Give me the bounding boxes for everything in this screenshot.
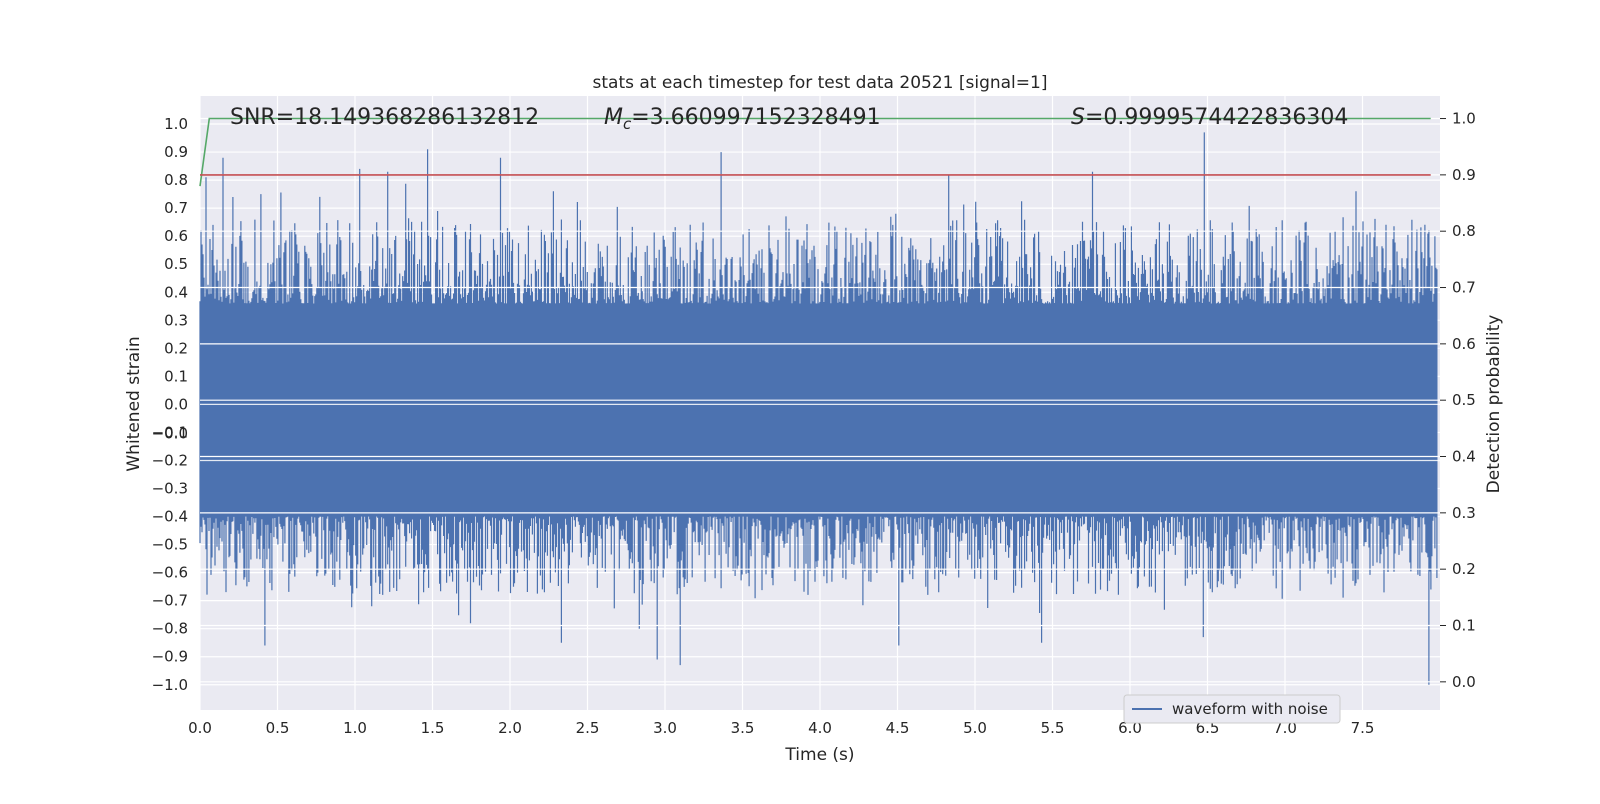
y-tick-label: −1.0	[152, 676, 188, 694]
y-tick-label: 1.0	[164, 115, 188, 133]
x-tick-label: 4.0	[808, 719, 832, 737]
y-tick-label: 0.3	[164, 311, 188, 329]
x-axis-label: Time (s)	[784, 745, 854, 765]
y-tick-label: −0.4	[152, 508, 188, 526]
chirp-mass-subscript: c	[623, 115, 632, 133]
x-tick-label: 5.5	[1041, 719, 1065, 737]
y2-tick-label: 0.9	[1452, 166, 1476, 184]
y-tick-label: −0.0	[152, 424, 188, 442]
y2-tick-label: 0.7	[1452, 279, 1476, 297]
chirp-mass-symbol: M	[604, 105, 623, 130]
y-tick-label: 0.4	[164, 283, 188, 301]
y-axis-label: Whitened strain	[124, 336, 144, 471]
y-tick-label: −0.7	[152, 592, 188, 610]
x-tick-label: 0.0	[188, 719, 212, 737]
y-axis-ticks: 1.00.90.80.70.60.50.40.30.20.10.0−0.0−0.…	[152, 115, 188, 694]
waveform-series	[199, 117, 1440, 685]
probability-series	[199, 117, 1431, 187]
y2-tick-label: 1.0	[1452, 110, 1476, 128]
x-tick-label: 3.5	[731, 719, 755, 737]
detection-probability-line	[199, 117, 1431, 187]
y2-tick-label: 0.8	[1452, 222, 1476, 240]
waveform-core-band	[200, 359, 1437, 506]
score-annotation: S=0.9999574422836304	[1071, 105, 1348, 130]
y-tick-label: −0.5	[152, 536, 188, 554]
chart-title: stats at each timestep for test data 205…	[593, 73, 1048, 93]
y-tick-label: −0.2	[152, 451, 188, 469]
y2-axis-label: Detection probability	[1484, 315, 1504, 494]
x-axis-ticks: 0.0 0.5 1.0 1.5 2.0 2.5 3.0 3.5 4.0 4.5 5.0 5.5 6.0 6…	[188, 719, 1374, 737]
chirp-mass-annotation: Mc=3.660997152328491	[604, 105, 881, 133]
legend: waveform with noise	[1123, 694, 1341, 724]
x-tick-label: 1.0	[343, 719, 367, 737]
y-tick-label: 0.9	[164, 143, 188, 161]
y-tick-label: 0.5	[164, 255, 188, 273]
legend-box	[1123, 694, 1341, 724]
x-tick-label: 2.0	[498, 719, 522, 737]
y2-tick-label: 0.4	[1452, 448, 1476, 466]
chirp-mass-value: =3.660997152328491	[631, 105, 880, 130]
y-tick-label: 0.8	[164, 171, 188, 189]
y-tick-label: 0.7	[164, 199, 188, 217]
y-tick-label: −0.9	[152, 648, 188, 666]
y2-tick-label: 0.1	[1452, 617, 1476, 635]
y2-tick-label: 0.3	[1452, 504, 1476, 522]
y2-tick-label: 0.0	[1452, 673, 1476, 691]
x-tick-label: 5.0	[963, 719, 987, 737]
y-tick-label: −0.8	[152, 620, 188, 638]
y-tick-label: 0.1	[164, 367, 188, 385]
x-tick-label: 1.5	[421, 719, 445, 737]
x-tick-label: 4.5	[886, 719, 910, 737]
y-tick-label: 0.2	[164, 339, 188, 357]
y2-tick-label: 0.2	[1452, 560, 1476, 578]
x-tick-label: 7.5	[1351, 719, 1375, 737]
snr-annotation: SNR=18.149368286132812	[230, 105, 539, 130]
y2-tick-label: 0.6	[1452, 335, 1476, 353]
y-tick-label: −0.1	[152, 423, 188, 441]
y-tick-label: 0.6	[164, 227, 188, 245]
y2-axis-ticks: 1.0 0.9 0.8 0.7 0.6 0.5 0.4 0.3 0.2 0.1 0.0	[1440, 110, 1476, 691]
score-symbol: S	[1071, 105, 1085, 130]
x-tick-label: 3.0	[653, 719, 677, 737]
y-tick-label: 0.0	[164, 395, 188, 413]
y-tick-label: −0.6	[152, 564, 188, 582]
legend-label: waveform with noise	[1172, 700, 1328, 718]
score-value: =0.9999574422836304	[1085, 105, 1348, 130]
x-tick-label: 0.5	[266, 719, 290, 737]
y-tick-label: −0.3	[152, 480, 188, 498]
y2-tick-label: 0.5	[1452, 391, 1476, 409]
x-tick-label: 2.5	[576, 719, 600, 737]
